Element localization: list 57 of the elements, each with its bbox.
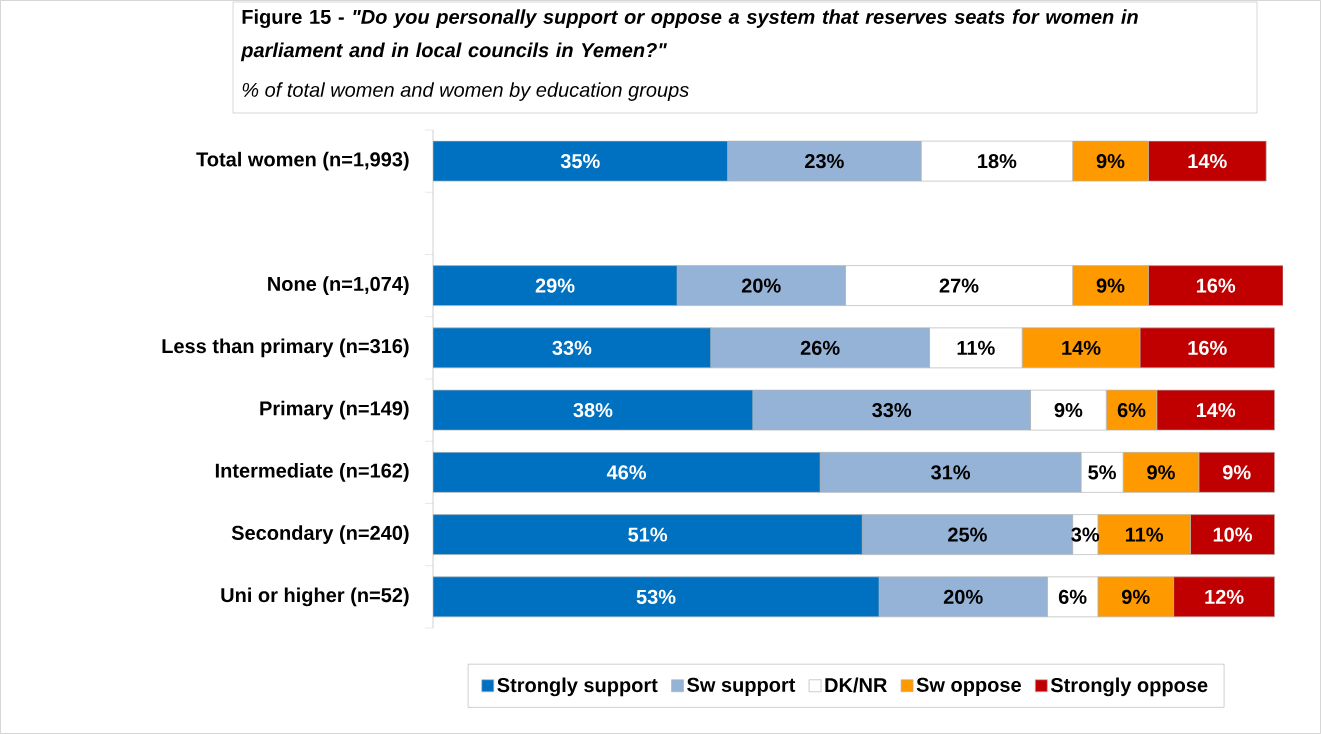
data-label: 9%	[1054, 403, 1083, 418]
y-tick-label: None (n=1,074)	[268, 276, 409, 295]
bar	[1198, 452, 1275, 493]
y-tick-label: Secondary (n=240)	[231, 525, 409, 544]
data-label: 27%	[939, 278, 979, 293]
data-label: 16%	[1188, 340, 1227, 355]
data-label: 9%	[1121, 589, 1150, 604]
data-label: 33%	[552, 340, 592, 355]
data-label: 11%	[1125, 527, 1164, 542]
data-label: 18%	[978, 154, 1017, 169]
data-label: 6%	[1058, 589, 1087, 604]
bar	[433, 327, 712, 369]
data-label: 10%	[1213, 527, 1252, 542]
legend-label: Strongly support	[497, 677, 658, 697]
data-label: 9%	[1147, 465, 1175, 480]
data-label: 46%	[606, 465, 647, 480]
data-label: 16%	[1196, 278, 1236, 293]
data-label: 14%	[1062, 340, 1101, 355]
chart-subtitle: % of total women and women by education groups	[242, 82, 689, 101]
y-tick-label: Primary (n=149)	[260, 400, 409, 420]
bar	[433, 265, 678, 306]
y-tick-label: Total women (n=1,993)	[196, 151, 409, 171]
data-label: 6%	[1117, 403, 1146, 418]
chart-title: Figure 15 - "Do you personally support or oppose a system that reserves seats for women in parliament and in local councils in Yemen?"	[240, 9, 1138, 62]
y-tick-label: Less than primary (n=316)	[162, 338, 409, 358]
data-label: 14%	[1196, 403, 1236, 418]
data-label: 23%	[805, 154, 844, 169]
legend-label: DK/NR	[825, 677, 887, 693]
data-label: 12%	[1205, 589, 1244, 604]
data-label: 51%	[628, 527, 668, 542]
y-tick-label: Intermediate (n=162)	[215, 463, 409, 482]
data-label: 20%	[741, 278, 781, 293]
data-label: 38%	[573, 403, 613, 418]
data-label: 11%	[957, 340, 995, 355]
bar	[433, 514, 863, 555]
legend-label: Sw support	[687, 677, 796, 696]
data-label: 35%	[560, 154, 600, 169]
data-label: 29%	[535, 278, 575, 293]
data-label: 25%	[948, 527, 987, 542]
y-tick-label: Uni or higher (n=52)	[221, 587, 409, 607]
data-label: 9%	[1096, 154, 1125, 169]
bar	[433, 576, 880, 618]
data-label: 31%	[931, 465, 971, 480]
data-label: 5%	[1088, 465, 1116, 480]
data-label: 9%	[1222, 465, 1251, 480]
data-label: 26%	[800, 340, 840, 355]
data-label: 20%	[943, 589, 983, 604]
data-label: 33%	[872, 403, 912, 418]
data-label: 14%	[1188, 154, 1227, 169]
legend-label: Sw oppose	[916, 677, 1021, 696]
data-label: 9%	[1096, 278, 1125, 293]
bar	[433, 389, 754, 431]
legend-label: Strongly oppose	[1050, 677, 1208, 697]
data-label: 53%	[636, 589, 676, 604]
bar	[433, 140, 728, 182]
bar	[433, 452, 821, 493]
bar	[1148, 265, 1283, 306]
